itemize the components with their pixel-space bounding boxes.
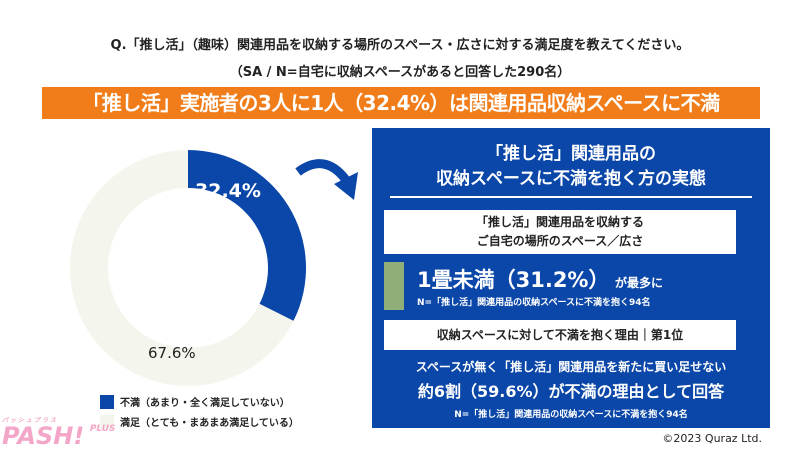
result1-main: 1畳未満（31.2%） [417, 268, 610, 292]
label-dissatisfied: 32.4% [195, 180, 261, 202]
result2-line1: スペースが無く「推し活」関連用品を新たに買い足せない [415, 360, 727, 374]
reason-box: 収納スペースに対して不満を抱く理由｜第1位 [384, 320, 736, 350]
question-box: 「推し活」関連用品を収納する ご自宅の場所のスペース／広さ [384, 210, 736, 254]
box-line: 「推し活」関連用品を収納する [475, 215, 644, 229]
legend-swatch [100, 414, 114, 429]
sample-note: （SA / N=自宅に収納スペースがあると回答した290名） [229, 65, 571, 80]
donut-slice [188, 150, 306, 321]
legend-label: 不満（あまり・全く満足していない） [120, 398, 290, 409]
arrow-icon [295, 159, 358, 200]
headline-banner: 「推し活」実施者の3人に1人（32.4%）は関連用品収納スペースに不満 [42, 87, 760, 119]
legend-label: 満足（とても・まあまあ満足している） [120, 418, 299, 429]
divider [390, 196, 752, 198]
legend-swatch [100, 394, 114, 409]
result2-line2: 約6割（59.6%）が不満の理由として回答 [417, 382, 725, 401]
question: Q.「推し活」（趣味）関連用品を収納する場所のスペース・広さに対する満足度を教え… [110, 38, 690, 53]
logo-sub: PLUS [89, 424, 116, 434]
result1: 1畳未満（31.2%） が最多に [417, 264, 663, 294]
donut-chart [70, 150, 306, 387]
label-satisfied: 67.6% [148, 344, 196, 362]
panel-title-line1: 「推し活」関連用品の [486, 144, 656, 164]
tatami-icon [384, 262, 404, 310]
insight-panel: 「推し活」関連用品の 収納スペースに不満を抱く方の実態 「推し活」関連用品を収納… [372, 128, 770, 428]
logo-kana: パッシュプラス [2, 417, 58, 424]
box-line: ご自宅の場所のスペース／広さ [476, 234, 644, 248]
logo-text: PASH! [2, 422, 85, 450]
logo: パッシュプラス PASH! PLUS [2, 415, 116, 448]
donut-slice [70, 150, 294, 387]
result1-suffix: が最多に [615, 276, 664, 290]
panel-title: 「推し活」関連用品の 収納スペースに不満を抱く方の実態 [372, 142, 770, 192]
legend-item-satisfied: 満足（とても・まあまあ満足している） [100, 414, 299, 429]
legend-item-dissatisfied: 不満（あまり・全く満足していない） [100, 394, 290, 409]
copyright: ©2023 Quraz Ltd. [662, 432, 762, 445]
note1: N=「推し活」関連用品の収納スペースに不満を抱く94名 [417, 298, 651, 308]
note2: N=「推し活」関連用品の収納スペースに不満を抱く94名 [454, 410, 688, 420]
panel-title-line2: 収納スペースに不満を抱く方の実態 [436, 169, 706, 189]
